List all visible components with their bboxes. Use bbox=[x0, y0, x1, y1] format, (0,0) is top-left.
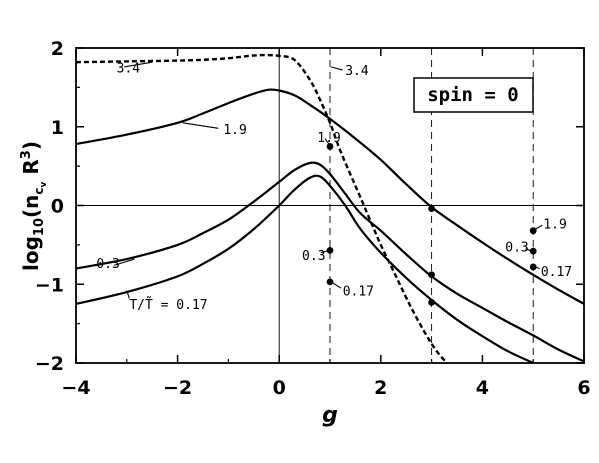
data-point bbox=[428, 205, 435, 213]
y-tick-label: −2 bbox=[35, 353, 64, 375]
annotation-label: 3.4 bbox=[117, 62, 141, 77]
data-point bbox=[529, 263, 537, 271]
annotation-label: 3.4 bbox=[345, 64, 369, 79]
annotation-leader bbox=[113, 258, 135, 266]
data-point bbox=[529, 247, 537, 255]
annotation-label: 0.3 bbox=[302, 249, 325, 264]
annotation-leader bbox=[126, 290, 130, 299]
annotation-label: 0.3 bbox=[505, 240, 528, 255]
series-line-1 bbox=[75, 161, 585, 363]
x-tick-label: −2 bbox=[163, 377, 192, 399]
data-point bbox=[529, 227, 537, 235]
annotation-label: 0.17 bbox=[541, 265, 572, 280]
points-layer bbox=[326, 143, 537, 306]
data-point bbox=[326, 278, 334, 286]
annotation-label: 0.17 bbox=[343, 285, 374, 300]
annotation-label: 1.9 bbox=[543, 218, 566, 233]
data-point bbox=[326, 143, 334, 150]
x-tick-label: 2 bbox=[374, 377, 387, 399]
x-tick-label: −4 bbox=[61, 377, 90, 399]
x-tick-label: 0 bbox=[273, 377, 286, 399]
annotation-leader bbox=[182, 122, 219, 129]
y-tick-label: 0 bbox=[51, 196, 64, 218]
data-point bbox=[428, 298, 435, 306]
annotation-leader bbox=[124, 61, 153, 68]
annotations-layer: 3.4 3.4 1.9 1.9 0.3 0.3 0.17 0.3 1.9 0.17 T/T̃ = 0… bbox=[96, 61, 572, 313]
data-point bbox=[428, 271, 435, 279]
annotation-leader bbox=[320, 249, 330, 254]
data-point bbox=[326, 246, 334, 254]
annotation-label: 1.9 bbox=[223, 123, 246, 138]
annotation-leader bbox=[533, 224, 543, 231]
spin-box-frame bbox=[413, 77, 534, 113]
spin-box: spin = 0 bbox=[413, 77, 534, 113]
series-layer bbox=[75, 53, 585, 364]
series-line-0 bbox=[75, 88, 585, 305]
x-axis-title: g bbox=[322, 403, 338, 428]
y-tick-label: 1 bbox=[51, 117, 64, 139]
y-axis-title: log10(ncv R3) bbox=[19, 141, 49, 271]
spin-box-label: spin = 0 bbox=[427, 84, 519, 106]
annotation-label: 1.9 bbox=[317, 131, 340, 146]
annotation-leader bbox=[330, 281, 342, 289]
series-line-2 bbox=[75, 174, 534, 364]
annotation-leader bbox=[324, 138, 330, 145]
annotation-leader bbox=[330, 66, 343, 71]
annotation-label: 0.3 bbox=[96, 257, 119, 272]
annotation-leader bbox=[534, 266, 540, 270]
y-tick-label: 2 bbox=[51, 38, 64, 60]
annotation-leader bbox=[525, 248, 533, 252]
x-tick-label: 6 bbox=[577, 377, 590, 399]
x-tick-label: 4 bbox=[476, 377, 489, 399]
annotation-label: T/T̃ = 0.17 bbox=[129, 297, 207, 313]
y-tick-label: −1 bbox=[35, 274, 64, 296]
series-line-3 bbox=[75, 53, 448, 364]
